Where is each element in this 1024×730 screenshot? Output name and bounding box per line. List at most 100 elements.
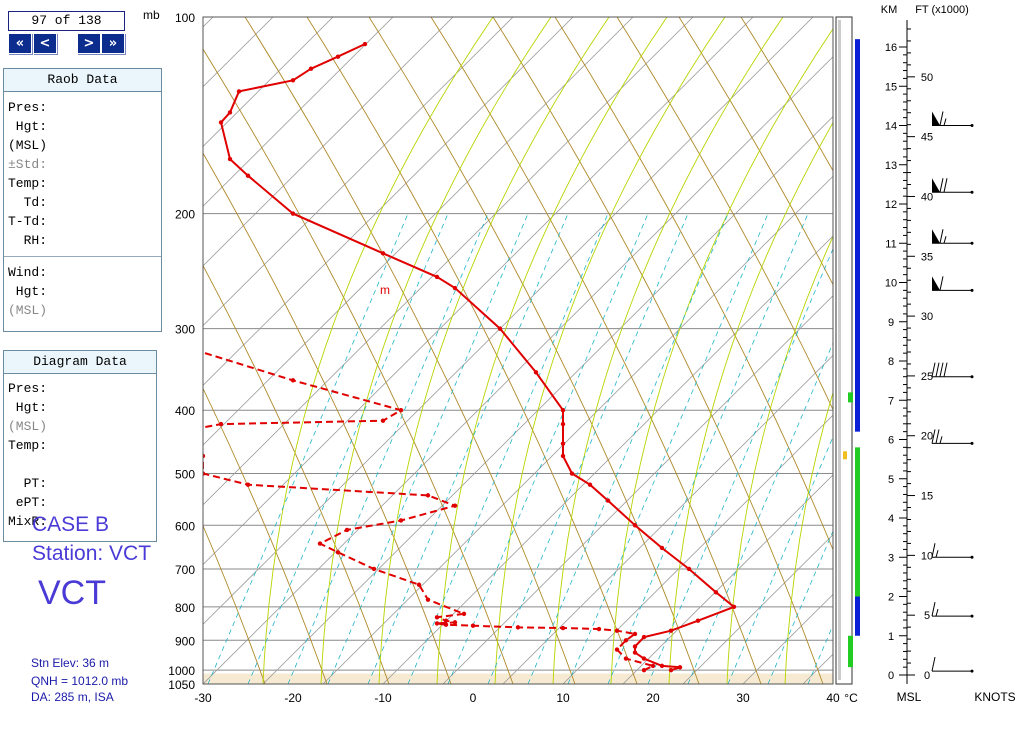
ft-tick-label: 40: [921, 191, 933, 203]
next-button[interactable]: >: [77, 33, 101, 54]
isotherm-line: [203, 17, 634, 446]
pressure-tick-label: 500: [175, 468, 195, 482]
scale-green-band-low: [848, 635, 853, 668]
wind-barb-flag: [931, 362, 936, 377]
km-tick-label: 15: [885, 81, 897, 93]
wind-barb-point: [970, 288, 974, 292]
pressure-tick-label: 900: [175, 634, 195, 648]
temperature-point: [218, 120, 224, 125]
mixing-ratio-line: [407, 213, 609, 684]
km-tick-label: 5: [888, 474, 894, 486]
ft-tick-label: 0: [924, 670, 930, 682]
dry-adiabat-line: [678, 17, 833, 286]
wind-barb-flag: [935, 362, 940, 377]
moist-adiabat-line: [552, 17, 784, 684]
raob-panel-title: Raob Data: [4, 69, 161, 92]
isotherm-line: [203, 17, 334, 147]
isotherm-line: [262, 115, 833, 684]
raob-field-label: T-Td:: [8, 214, 48, 229]
temperature-point: [641, 634, 647, 640]
temperature-point: [659, 663, 665, 669]
mixing-ratio-line: [287, 213, 489, 684]
moist-adiabat-line: [668, 121, 833, 684]
dewpoint-point: [398, 408, 404, 413]
isotherm-line: [203, 17, 514, 327]
dewpoint-point: [425, 493, 431, 498]
dry-adiabat-line: [554, 17, 833, 551]
dry-adiabat-line: [492, 17, 824, 684]
wind-barb-point: [970, 190, 974, 194]
moist-adiabat-line: [610, 28, 833, 684]
temperature-point: [290, 78, 296, 83]
dewpoint-point: [245, 482, 251, 487]
dry-adiabat-line: [0, 17, 17, 684]
wind-barb-half-flag: [943, 236, 947, 244]
temperature-point: [236, 89, 242, 94]
wind-barb-flag: [943, 178, 948, 193]
wind-barb: [931, 656, 974, 673]
raob-field-label: ±Std:: [8, 157, 48, 172]
dry-adiabat-line: [203, 387, 328, 684]
km-tick-label: 13: [885, 160, 897, 172]
ft-axis-label: FT (x1000): [915, 4, 969, 16]
station-id-label: VCT: [38, 574, 106, 612]
raob-wind-field-label: (MSL): [8, 303, 48, 318]
mixing-ratio-line: [727, 436, 833, 684]
dewpoint-point: [380, 418, 386, 423]
wind-barb-half-flag: [935, 550, 939, 558]
km-tick-label: 0: [888, 670, 894, 682]
dewpoint-point: [203, 471, 206, 476]
wind-barb-flag: [939, 362, 944, 377]
dewpoint-point: [650, 663, 656, 669]
temperature-point: [362, 41, 368, 47]
pressure-tick-label: 400: [175, 404, 195, 418]
dewpoint-point: [614, 647, 620, 652]
dewpoint-point: [452, 620, 458, 625]
temperature-point: [560, 421, 566, 427]
prev-button[interactable]: <: [33, 33, 57, 54]
isotherm-line: [863, 17, 1024, 684]
dewpoint-point: [632, 631, 638, 637]
km-tick-label: 4: [888, 513, 894, 525]
isotherm-line: [203, 17, 454, 267]
dewpoint-point: [470, 623, 476, 628]
isotherm-line: [502, 354, 833, 684]
station-label: Station: VCT: [32, 542, 152, 565]
x-axis-unit: °C: [844, 691, 858, 705]
wind-barb: [931, 602, 974, 618]
isotherm-line: [203, 17, 814, 625]
scale-green-band: [855, 447, 860, 597]
isotherm-line: [622, 474, 833, 684]
pressure-tick-label: 1000: [168, 664, 195, 678]
station-elevation: Stn Elev: 36 m: [31, 656, 110, 670]
first-button[interactable]: «: [8, 33, 32, 54]
raob-field-label: RH:: [8, 233, 48, 248]
isotherm-line: [203, 56, 833, 684]
wind-barb-point: [970, 669, 974, 673]
last-button[interactable]: »: [101, 33, 125, 54]
dewpoint-point: [623, 656, 629, 661]
temperature-tick-label: -20: [284, 691, 302, 705]
dry-adiabat-line: [203, 264, 390, 684]
dry-adiabat-line: [244, 17, 576, 684]
ft-tick-label: 10: [921, 550, 933, 562]
moisture-annotation: m: [380, 283, 390, 297]
dry-adiabat-line: [740, 17, 833, 172]
dewpoint-point: [560, 625, 566, 631]
wind-barb-flag: [939, 276, 944, 291]
isotherm-line: [322, 175, 833, 684]
diagram-field-label: ePT:: [8, 495, 48, 510]
mixing-ratio-line: [527, 213, 729, 684]
km-tick-label: 16: [885, 42, 897, 54]
dewpoint-point: [183, 345, 187, 349]
wind-barb-flag: [939, 111, 944, 126]
isotherm-line: [442, 295, 833, 684]
scale-marker: [843, 451, 847, 460]
temperature-point: [290, 211, 296, 216]
sounding-counter: 97 of 138: [8, 11, 125, 31]
mixing-ratio-line: [447, 213, 649, 684]
wind-barb: [931, 362, 974, 379]
isotherm-line: [203, 17, 694, 506]
dry-adiabat-line: [430, 17, 762, 684]
